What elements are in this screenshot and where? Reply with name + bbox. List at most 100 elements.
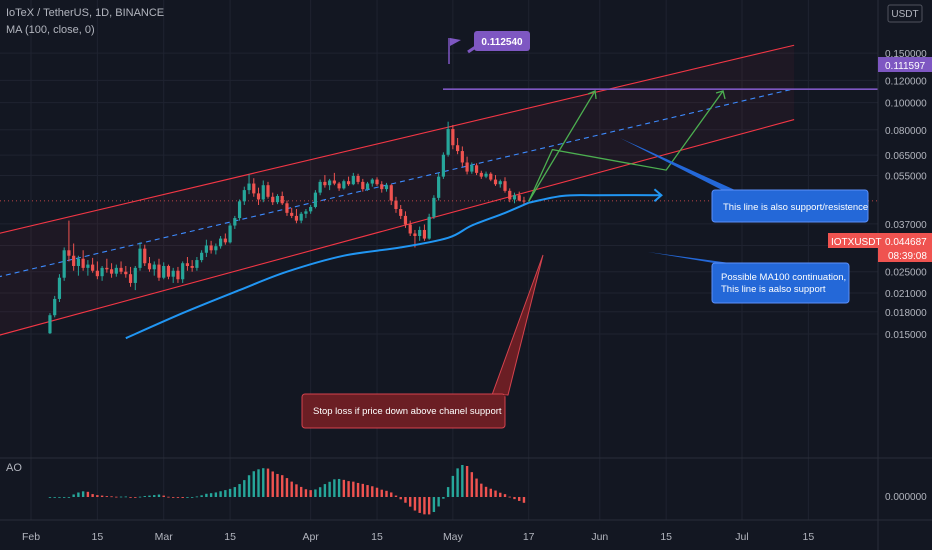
candle-body [332, 180, 336, 184]
ao-bar [375, 487, 379, 497]
candle-body [375, 179, 379, 185]
price-tick-label: 0.021000 [885, 289, 927, 300]
candle-body [285, 203, 289, 213]
candle-body [384, 185, 389, 190]
symbol-tag-price: 0.044687 [885, 237, 927, 248]
candle-body [152, 264, 156, 270]
candle-body [432, 197, 436, 217]
candle-body [413, 233, 417, 237]
time-tick-label: Apr [302, 531, 319, 543]
candle-body [470, 165, 474, 172]
target-flag[interactable]: 0.112540 [448, 31, 530, 64]
ao-bar [390, 492, 393, 497]
candle-body [517, 195, 521, 201]
channel-middle-line[interactable] [0, 88, 795, 280]
channel-upper-line[interactable] [0, 44, 795, 236]
time-tick-label: 17 [523, 531, 535, 543]
ao-bar [91, 494, 94, 497]
candle-body [337, 183, 341, 189]
candle-body [176, 270, 180, 280]
ao-bar [333, 479, 336, 497]
candle-body [422, 229, 427, 239]
currency-badge[interactable]: USDT [887, 4, 923, 23]
ao-bar [115, 496, 118, 498]
callout-ma-continuation[interactable]: Possible MA100 continuation, This line i… [648, 252, 850, 304]
ao-bar [48, 497, 52, 498]
candle-body [62, 250, 66, 278]
ao-bar [342, 479, 346, 497]
candle-body [489, 173, 493, 180]
ao-bar [214, 492, 218, 497]
candle-body [275, 195, 280, 203]
candle-body [498, 181, 502, 185]
candle-body [427, 216, 431, 239]
candle-body [256, 193, 261, 200]
candle-body [128, 274, 133, 283]
candle-body [309, 206, 313, 212]
ao-bar [172, 497, 175, 498]
channel-lower-line[interactable] [0, 119, 795, 339]
ao-bar [385, 490, 388, 497]
price-tick-label: 0.065000 [885, 151, 927, 162]
candle-body [356, 175, 360, 182]
candle-body [460, 151, 464, 163]
time-axis[interactable]: Feb 15 Mar 15 Apr 15 May 17 Jun 15 Jul 15 [22, 531, 814, 543]
ao-bar [499, 492, 502, 497]
candle-body [195, 260, 199, 268]
main-plot-area [0, 44, 878, 340]
ao-bar [518, 497, 521, 501]
ao-bar [96, 495, 99, 497]
price-tick-label: 0.018000 [885, 308, 927, 319]
candle-body [214, 246, 218, 251]
target-price-tag[interactable]: 0.111597 [878, 57, 932, 72]
candle-body [67, 250, 71, 256]
time-tick-label: Feb [22, 531, 40, 543]
candle-body [508, 190, 512, 200]
symbol-price-tag[interactable]: IOTXUSDT 0.044687 08:39:08 [828, 233, 932, 262]
candle-body [318, 181, 322, 193]
ao-bar [456, 468, 459, 497]
price-tick-label: 0.037000 [885, 220, 927, 231]
candle-body [228, 225, 232, 243]
ao-bar [72, 494, 75, 497]
symbol-tag-label: IOTXUSDT [831, 237, 882, 248]
ao-bar [361, 483, 364, 497]
candle-body [323, 181, 327, 186]
ao-bar [418, 497, 421, 513]
ao-bar [219, 491, 222, 497]
candle-body [86, 264, 90, 268]
projection-path-arrow-2[interactable] [528, 90, 596, 202]
callout-stop-loss[interactable]: Stop loss if price down above chanel sup… [301, 254, 544, 429]
ao-bar [228, 488, 232, 497]
flag-icon [450, 38, 461, 46]
ao-bar [81, 491, 85, 497]
candle-body [219, 238, 223, 247]
ao-bar [238, 484, 241, 497]
time-tick-label: May [443, 531, 464, 543]
ma100-line[interactable] [125, 201, 530, 340]
ao-bar [314, 489, 317, 497]
ao-bar [148, 495, 151, 497]
candle-body [109, 269, 114, 274]
ma100-projection-line[interactable] [528, 194, 662, 204]
projection-path-arrow-1[interactable] [528, 90, 724, 202]
ao-bar [262, 468, 265, 497]
candle-body [394, 200, 398, 209]
ao-indicator-legend[interactable]: AO [6, 462, 22, 474]
candle-body [166, 265, 171, 277]
candle-body [119, 267, 123, 272]
ma-indicator-legend[interactable]: MA (100, close, 0) [6, 24, 95, 36]
candle-body [328, 180, 332, 186]
ao-bar [252, 471, 255, 497]
candle-body [271, 196, 275, 203]
ao-bar [356, 482, 360, 497]
candle-body [493, 179, 498, 185]
symbol-title[interactable]: IoTeX / TetherUS, 1D, BINANCE [6, 7, 165, 19]
time-tick-label: 15 [371, 531, 383, 543]
ao-bar [299, 486, 303, 497]
ao-bar [489, 488, 492, 497]
callout-support-resistance[interactable]: This line is also support/resistence [620, 138, 869, 223]
candle-body [53, 298, 57, 316]
